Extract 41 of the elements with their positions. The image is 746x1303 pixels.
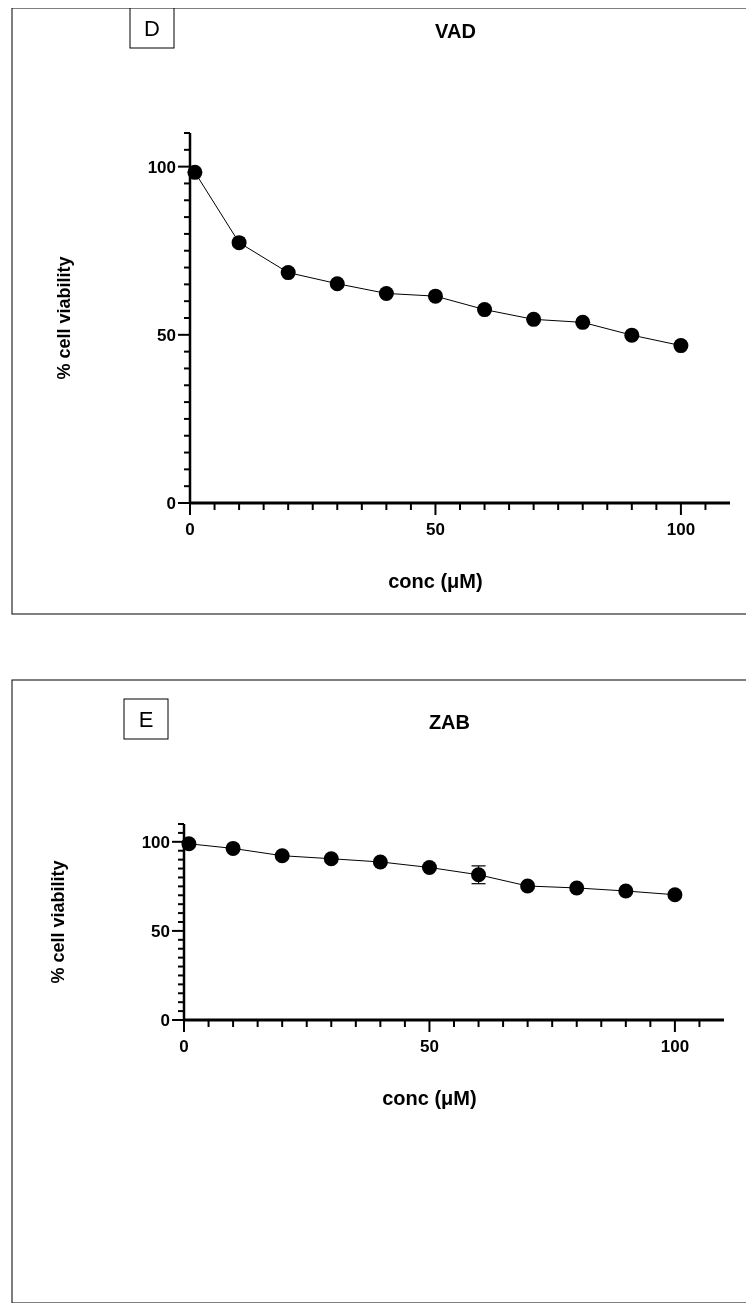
y-tick-label: 50 <box>151 921 170 941</box>
y-tick-label: 50 <box>157 325 176 345</box>
y-tick-label: 100 <box>141 832 170 852</box>
chart-title: VAD <box>435 20 476 42</box>
y-tick-label: 0 <box>166 493 176 513</box>
point <box>329 276 345 292</box>
point <box>427 288 443 304</box>
point <box>421 859 437 875</box>
point <box>274 848 290 864</box>
point <box>667 887 683 903</box>
point <box>280 265 296 281</box>
x-tick-label: 50 <box>419 1037 439 1056</box>
text: E <box>138 706 154 732</box>
point <box>323 851 339 867</box>
x-axis-title: conc (μM) <box>382 1087 477 1109</box>
point <box>378 285 394 301</box>
point <box>526 311 542 327</box>
y-axis-title: % cell viability <box>48 860 68 984</box>
chart-title: ZAB <box>428 711 471 733</box>
point <box>618 883 634 899</box>
point <box>569 880 585 896</box>
point <box>231 235 247 251</box>
point <box>624 327 640 343</box>
text: D <box>144 15 160 41</box>
y-tick-label: 100 <box>147 157 176 177</box>
point <box>575 314 591 330</box>
point <box>673 338 689 354</box>
point <box>181 836 197 852</box>
x-tick-label: 0 <box>179 1037 189 1056</box>
point <box>477 302 493 318</box>
point <box>187 164 203 180</box>
point <box>520 878 536 894</box>
x-axis-title: conc (μM) <box>388 570 483 592</box>
point <box>372 854 388 870</box>
x-tick-label: 50 <box>425 520 445 539</box>
point <box>225 840 241 856</box>
y-tick-label: 0 <box>160 1010 170 1030</box>
x-tick-label: 0 <box>185 520 195 539</box>
y-axis-title: % cell viability <box>54 256 74 380</box>
x-tick-label: 100 <box>660 1037 690 1056</box>
x-tick-label: 100 <box>666 520 696 539</box>
